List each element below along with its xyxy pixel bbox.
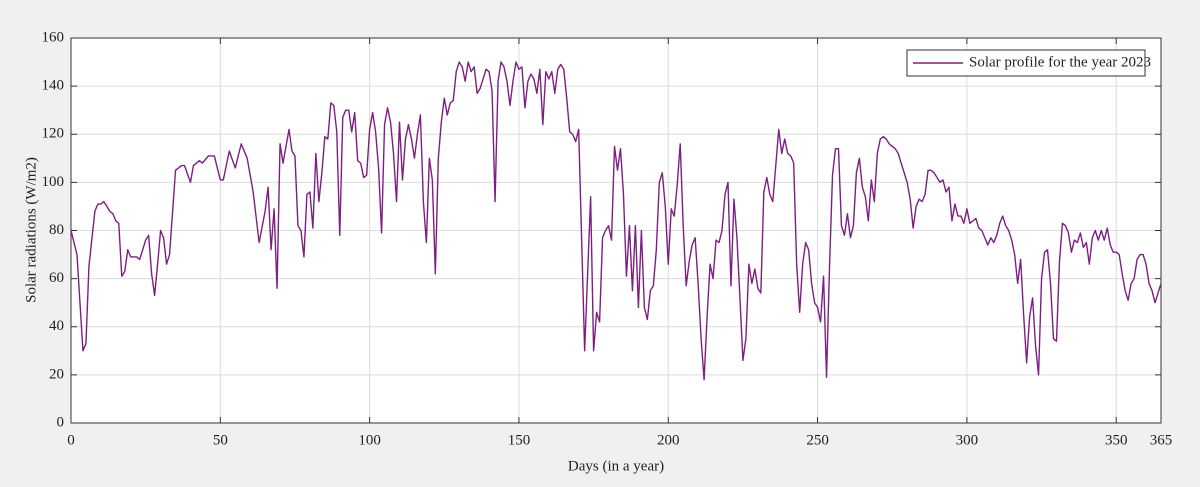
y-tick-label: 100: [42, 174, 65, 190]
y-tick-label: 120: [42, 126, 65, 142]
y-tick-label: 80: [49, 222, 64, 238]
x-tick-label: 50: [213, 432, 228, 448]
x-tick-label: 200: [657, 432, 680, 448]
y-tick-label: 140: [42, 78, 65, 94]
x-tick-label: 0: [67, 432, 75, 448]
x-tick-label: 300: [956, 432, 979, 448]
x-tick-label: 250: [806, 432, 829, 448]
y-tick-label: 40: [49, 318, 64, 334]
y-tick-label: 160: [42, 29, 65, 45]
x-tick-label: 150: [508, 432, 531, 448]
x-axis-label: Days (in a year): [568, 458, 664, 474]
x-tick-label: 365: [1150, 432, 1173, 448]
y-axis-label: Solar radiations (W/m2): [23, 157, 39, 303]
x-tick-label: 100: [358, 432, 381, 448]
y-tick-label: 60: [49, 270, 64, 286]
y-tick-label: 0: [57, 414, 65, 430]
data-line: [70, 61, 1162, 381]
y-tick-label: 20: [49, 366, 64, 382]
legend-label: Solar profile for the year 2023: [969, 54, 1151, 70]
x-tick-label: 350: [1105, 432, 1128, 448]
legend: Solar profile for the year 2023: [906, 49, 1151, 77]
